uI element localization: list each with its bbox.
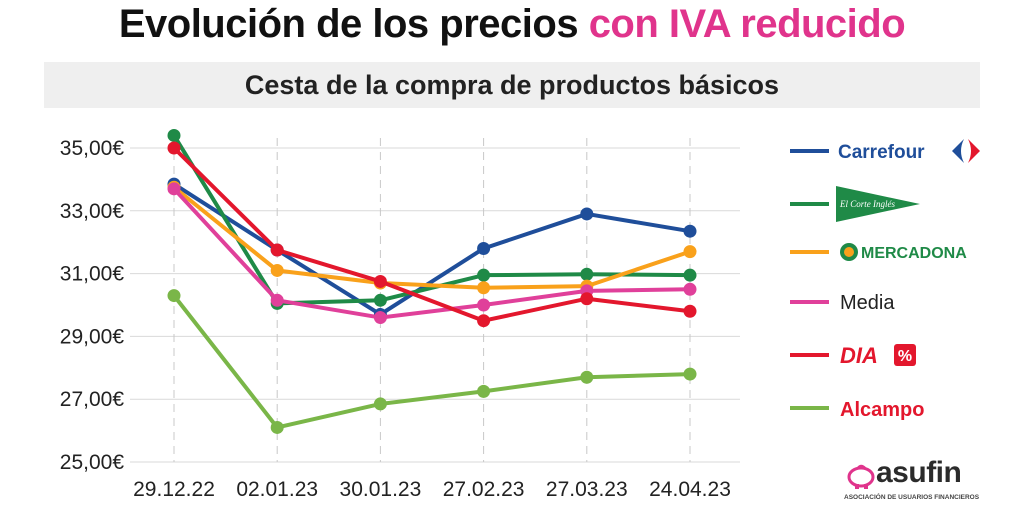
- subtitle-bar: Cesta de la compra de productos básicos: [44, 62, 980, 108]
- title-accent: con IVA reducido: [588, 2, 906, 46]
- piggy-bank-icon: [847, 464, 875, 489]
- data-point-dia: [477, 314, 491, 328]
- data-point-dia: [683, 304, 697, 318]
- y-tick-label: 35,00€: [60, 137, 125, 160]
- x-tick-label: 30.01.23: [340, 478, 422, 501]
- x-axis-ticks: 29.12.22 02.01.23 30.01.23 27.02.23 27.03.23…: [133, 478, 731, 501]
- legend-label-carrefour: Carrefour: [838, 142, 925, 163]
- chart-series: [167, 128, 697, 434]
- svg-text:%: %: [898, 348, 912, 365]
- carrefour-logo-icon: [952, 139, 980, 163]
- asufin-tagline: ASOCIACIÓN DE USUARIOS FINANCIEROS: [844, 494, 980, 501]
- x-tick-label: 27.02.23: [443, 478, 525, 501]
- y-tick-label: 33,00€: [60, 200, 125, 223]
- data-point-media: [683, 282, 697, 296]
- data-point-carrefour: [683, 224, 697, 238]
- data-point-alcampo: [270, 420, 284, 434]
- data-point-alcampo: [373, 397, 387, 411]
- legend-label-mercadona: MERCADONA: [861, 245, 967, 262]
- x-tick-label: 29.12.22: [133, 478, 215, 501]
- legend-label-alcampo: Alcampo: [840, 399, 924, 421]
- series-line-media: [172, 187, 691, 320]
- y-tick-label: 27,00€: [60, 388, 125, 411]
- data-point-media: [373, 311, 387, 325]
- legend-label-dia: DIA: [840, 343, 878, 368]
- data-point-mercadona: [270, 263, 284, 277]
- x-tick-label: 02.01.23: [236, 478, 318, 501]
- data-point-el-corte-ingl-s: [683, 268, 697, 282]
- legend-label-elcorteingles: El Corte Inglés: [839, 199, 895, 209]
- asufin-brand: asufin: [876, 456, 962, 489]
- mercadona-logo-icon: [840, 243, 858, 261]
- data-point-el-corte-ingl-s: [477, 268, 491, 282]
- data-point-alcampo: [580, 370, 594, 384]
- y-tick-label: 31,00€: [60, 263, 125, 286]
- chart-grid: [130, 138, 740, 463]
- chart-subtitle: Cesta de la compra de productos básicos: [244, 70, 780, 100]
- legend-label-media: Media: [840, 292, 895, 314]
- series-line-alcampo: [172, 294, 691, 430]
- series-line-carrefour: [172, 182, 691, 317]
- data-point-alcampo: [167, 289, 181, 303]
- page-title: Evolución de los precios con IVA reducid…: [0, 2, 1024, 47]
- data-point-dia: [167, 141, 181, 155]
- data-point-media: [270, 293, 284, 307]
- chart-legend: Carrefour El Corte Inglés MERCADONA Medi…: [790, 139, 980, 421]
- series-line-mercadona: [172, 185, 691, 290]
- data-point-dia: [580, 292, 594, 306]
- x-tick-label: 27.03.23: [546, 478, 628, 501]
- series-line-dia: [172, 146, 691, 323]
- y-axis-ticks: 25,00€ 27,00€ 29,00€ 31,00€ 33,00€ 35,00€: [60, 137, 125, 474]
- y-tick-label: 25,00€: [60, 451, 125, 474]
- data-point-media: [167, 182, 181, 196]
- data-point-alcampo: [477, 384, 491, 398]
- data-point-alcampo: [683, 367, 697, 381]
- data-point-el-corte-ingl-s: [373, 293, 387, 307]
- data-point-mercadona: [477, 281, 491, 295]
- elcorteingles-logo-icon: [836, 186, 920, 222]
- data-point-mercadona: [683, 245, 697, 259]
- data-point-carrefour: [477, 241, 491, 255]
- data-point-media: [477, 298, 491, 312]
- data-point-dia: [270, 243, 284, 257]
- dia-percent-icon: %: [894, 344, 916, 366]
- data-point-dia: [373, 274, 387, 288]
- x-tick-label: 24.04.23: [649, 478, 731, 501]
- title-main: Evolución de los precios: [118, 2, 579, 46]
- series-line-el-corte-ingl-s: [172, 134, 691, 306]
- data-point-carrefour: [580, 207, 594, 221]
- data-point-el-corte-ingl-s: [167, 128, 181, 142]
- y-tick-label: 29,00€: [60, 325, 125, 348]
- data-point-el-corte-ingl-s: [580, 267, 594, 281]
